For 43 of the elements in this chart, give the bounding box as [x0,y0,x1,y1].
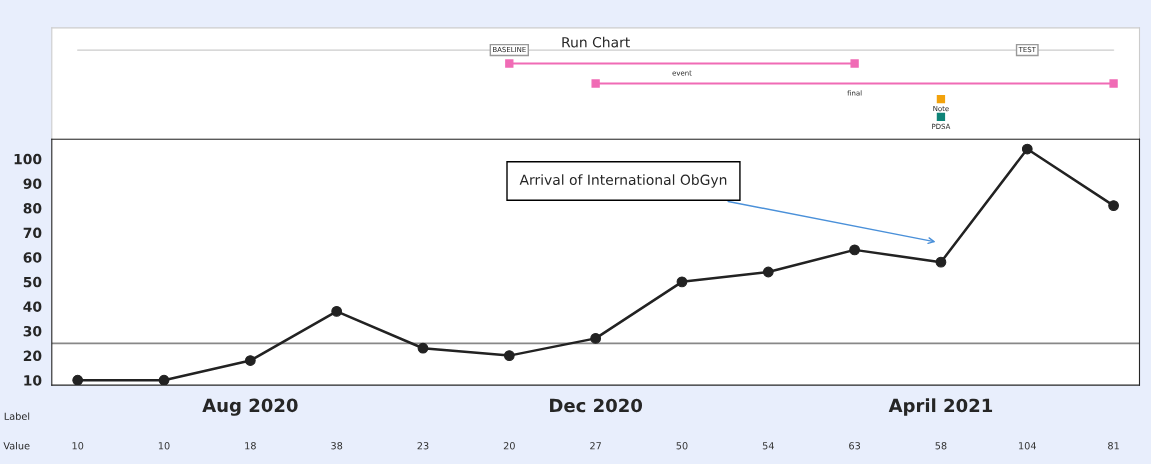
point [849,244,860,256]
data-label: 63 [849,442,861,450]
y-tick-label: 40 [23,301,42,312]
data-label: 23 [417,442,429,450]
data-label: 54 [762,442,774,450]
x-tick-label: Aug 2020 [202,398,298,416]
text: Value [3,441,30,450]
y-tick-label: 90 [23,178,42,189]
point [417,342,429,354]
data-label: 10 [158,442,170,450]
data-label: 81 [1108,442,1119,450]
text: Label [4,412,30,420]
y-tick-label: 50 [23,276,42,288]
data-label: 10 [72,442,84,450]
x-tick-label: Dec 2020 [550,398,643,413]
data-label: 20 [503,442,515,450]
point [72,374,84,386]
data-label: 18 [245,442,256,450]
data-label: 27 [590,442,601,450]
chart-title: Run Chart [562,36,630,48]
point [1021,143,1033,155]
point [158,374,170,386]
point [503,350,515,361]
data-label: 58 [935,442,947,450]
y-tick-label: 60 [23,252,42,263]
point [762,266,774,278]
point [244,355,256,366]
y-tick-label: 30 [23,325,42,337]
point [331,305,343,317]
point [1108,200,1119,211]
data-label: 104 [1019,442,1036,450]
data-label: 50 [676,442,688,450]
y-tick-label: 10 [24,375,42,386]
data-label: 38 [331,442,343,450]
y-tick-label: 70 [23,227,42,239]
point [935,256,947,268]
y-tick-label: 80 [23,203,42,214]
annotation: Arrival of International ObGyn [519,174,727,188]
x-tick-label: April 2021 [888,398,993,416]
y-tick-label: 20 [23,350,42,362]
point [676,276,688,288]
y-tick-label: 100 [14,153,42,165]
point [590,333,602,344]
